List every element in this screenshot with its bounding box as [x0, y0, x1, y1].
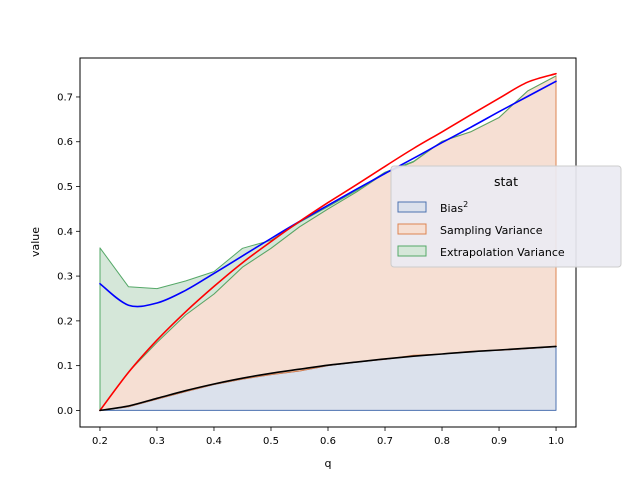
legend-swatch-sampling-variance [397, 223, 427, 235]
x-tick-label: 1.0 [548, 436, 564, 447]
x-axis: 0.2 0.3 0.4 0.5 0.6 0.7 0.8 0.9 1.0 [92, 427, 564, 447]
legend-label-extrapolation-variance: Extrapolation Variance [440, 246, 565, 259]
y-tick-label: 0.2 [57, 316, 73, 327]
legend-title: stat [494, 174, 518, 189]
legend-swatch-extrapolation-variance [397, 245, 427, 257]
y-tick-label: 0.3 [57, 272, 73, 283]
y-tick-label: 0.0 [57, 406, 73, 417]
y-axis-label: value [29, 227, 42, 257]
legend-box [390, 165, 622, 268]
area-extrapolation-variance [99, 75, 557, 411]
y-axis: 0.0 0.1 0.2 0.3 0.4 0.5 0.6 0.7 [57, 92, 80, 417]
y-tick-label: 0.7 [57, 92, 73, 103]
x-tick-label: 0.2 [92, 436, 108, 447]
line-total [99, 80, 557, 308]
x-tick-label: 0.4 [206, 436, 222, 447]
y-tick-label: 0.5 [57, 182, 73, 193]
x-tick-label: 0.6 [320, 436, 336, 447]
stacked-areas [99, 75, 557, 411]
line-smooth-variance [99, 72, 557, 412]
x-tick-label: 0.8 [434, 436, 450, 447]
line-smooth-bias [99, 345, 557, 412]
x-tick-label: 0.7 [377, 436, 393, 447]
legend: stat Bias2 Sampling Variance Extrapolati… [390, 165, 622, 268]
legend-label-bias-superscript: 2 [463, 200, 468, 209]
overlay-lines [99, 72, 557, 412]
legend-label-sampling-variance: Sampling Variance [440, 224, 543, 237]
legend-label-bias: Bias2 [440, 200, 468, 215]
x-axis-label: q [325, 457, 332, 470]
y-tick-label: 0.4 [57, 227, 73, 238]
y-tick-label: 0.1 [57, 361, 73, 372]
x-tick-label: 0.3 [149, 436, 165, 447]
x-tick-label: 0.5 [263, 436, 279, 447]
y-tick-label: 0.6 [57, 137, 73, 148]
legend-label-bias-text: Bias [440, 202, 463, 215]
legend-swatch-bias [397, 201, 427, 213]
x-tick-label: 0.9 [491, 436, 507, 447]
